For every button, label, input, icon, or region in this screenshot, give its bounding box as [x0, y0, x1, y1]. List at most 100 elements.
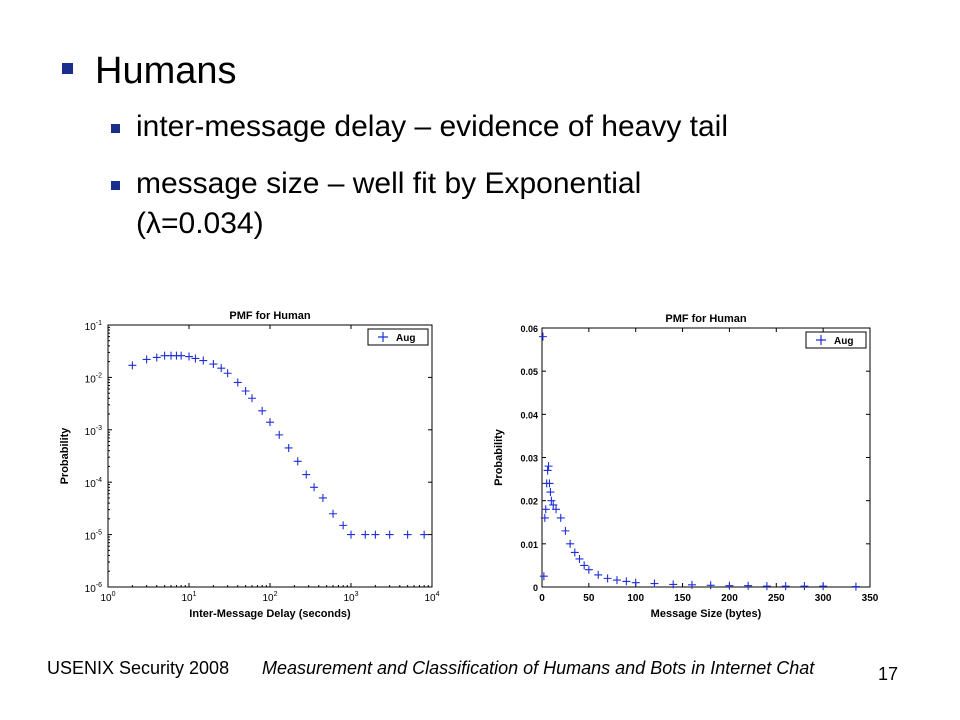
chart-title: PMF for Human	[229, 310, 311, 322]
data-point	[258, 406, 267, 415]
data-point	[547, 496, 556, 505]
sub-bullet-text-2-cont: (λ=0.034)	[136, 207, 264, 240]
x-tick-label: 103	[343, 591, 358, 604]
chart-inter-message-delay: 100 101 102 103 104 10-1 10-2 10-3 10-4 10-5 10-6 P…	[60, 310, 440, 620]
data-point	[622, 577, 631, 586]
data-point	[310, 483, 319, 492]
data-point	[612, 576, 621, 585]
data-point	[687, 580, 696, 589]
x-tick-label: 100	[627, 593, 644, 604]
data-point	[191, 354, 200, 363]
data-point	[556, 513, 565, 522]
y-tick-label: 10-4	[85, 477, 102, 490]
y-tick-label: 0	[533, 583, 538, 593]
data-point	[266, 418, 274, 427]
data-point	[275, 430, 284, 439]
data-point	[199, 356, 208, 365]
data-point	[538, 332, 547, 341]
sub-bullet-text-1: inter-message delay – evidence of heavy …	[136, 110, 729, 143]
data-point	[800, 582, 809, 591]
data-point	[575, 554, 584, 563]
data-point	[318, 493, 327, 502]
data-point	[603, 574, 612, 583]
data-point	[570, 548, 579, 557]
data-point	[185, 352, 193, 361]
x-tick-label: 200	[721, 593, 738, 604]
data-point	[209, 360, 218, 369]
x-tick-label: 100	[100, 591, 115, 604]
data-point	[371, 530, 380, 539]
data-point	[566, 539, 575, 548]
data-point	[142, 355, 151, 364]
data-point	[543, 466, 552, 475]
y-tick-label: 0.03	[520, 454, 538, 464]
data-point	[361, 530, 370, 539]
footer-paper-title: Measurement and Classification of Humans…	[262, 658, 815, 678]
data-point	[762, 582, 771, 591]
data-point	[385, 530, 394, 539]
x-tick-label: 350	[862, 593, 879, 604]
data-point	[329, 509, 338, 518]
data-point	[706, 581, 715, 590]
data-point	[545, 479, 554, 488]
data-point	[128, 361, 137, 370]
data-point	[744, 581, 753, 590]
y-tick-label: 0.06	[520, 324, 538, 334]
x-tick-label: 300	[815, 593, 832, 604]
data-point	[284, 443, 293, 452]
y-tick-label: 10-1	[85, 320, 102, 333]
data-point	[541, 505, 550, 514]
data-point	[248, 394, 257, 403]
sub-bullet-square	[111, 124, 120, 133]
data-point	[223, 369, 232, 378]
legend-marker	[816, 335, 826, 345]
data-point	[544, 462, 553, 471]
x-tick-label: 50	[583, 593, 595, 604]
y-axis-label: Probability	[493, 428, 505, 486]
plot-frame	[541, 327, 871, 588]
data-point	[177, 351, 186, 360]
data-point	[552, 505, 561, 514]
legend-label: Aug	[396, 333, 415, 344]
sub-bullet-text-2: message size – well fit by Exponential	[136, 167, 642, 200]
data-point	[631, 578, 640, 587]
x-tick-label: 150	[674, 593, 691, 604]
data-point	[725, 581, 734, 590]
y-tick-label: 10-2	[85, 372, 102, 385]
x-tick-label: 101	[181, 591, 196, 604]
y-tick-label: 0.01	[520, 540, 538, 550]
data-point	[540, 513, 549, 522]
data-point	[819, 582, 828, 591]
data-point	[403, 530, 412, 539]
data-point	[347, 530, 355, 539]
data-point	[420, 530, 429, 539]
data-point	[669, 580, 678, 589]
data-point	[241, 387, 250, 396]
data-point	[233, 378, 242, 387]
data-point	[781, 582, 790, 591]
x-tick-label: 102	[262, 591, 277, 604]
chart-title: PMF for Human	[665, 313, 747, 325]
data-point	[546, 488, 555, 497]
data-point	[293, 457, 302, 466]
footer-conference: USENIX Security 2008	[47, 658, 230, 678]
x-tick-label: 0	[539, 593, 545, 604]
data-point	[217, 364, 226, 373]
y-tick-label: 0.05	[520, 367, 538, 377]
y-tick-label: 10-6	[85, 582, 102, 595]
legend-label: Aug	[834, 336, 853, 347]
data-point	[152, 353, 161, 362]
chart-message-size: 0 50 100 150 200 250 300 350 0 0.01 0.02 0.03 0.04 0.…	[493, 313, 879, 620]
x-tick-label: 104	[424, 591, 439, 604]
plot-frame	[107, 324, 433, 588]
data-point	[594, 570, 603, 579]
y-axis-label: Probability	[60, 427, 71, 485]
x-axis-label: Message Size (bytes)	[651, 608, 762, 620]
x-axis-label: Inter-Message Delay (seconds)	[189, 608, 351, 620]
y-tick-label: 10-5	[85, 530, 102, 543]
sub-bullet-square	[111, 181, 120, 190]
x-tick-label: 250	[768, 593, 785, 604]
data-point	[549, 500, 558, 509]
data-point	[584, 565, 593, 574]
data-point	[851, 582, 860, 591]
